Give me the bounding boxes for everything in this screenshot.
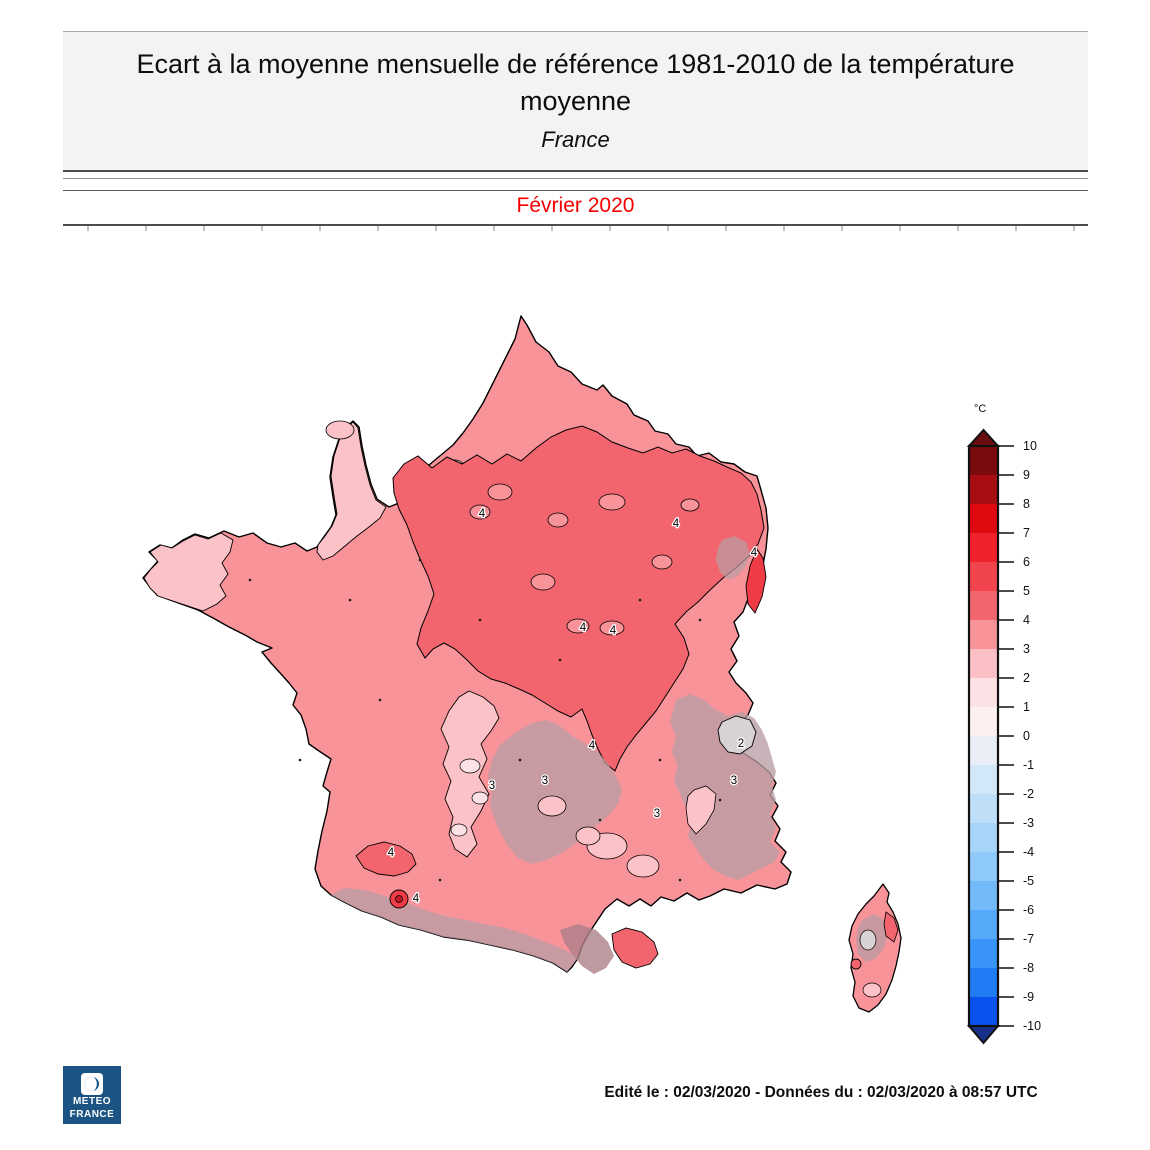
zone-2-3-center [440,690,500,858]
map-region: France [541,127,610,152]
colorbar-tick-label: 5 [1023,584,1030,598]
divider [63,224,1088,226]
ruler-ticks [63,226,1088,231]
colorbar-segment [969,823,998,852]
corsica-red-patch [883,911,899,943]
contour-labels: 4 4 4 4 4 4 4 4 3 3 3 3 2 [387,507,760,907]
colorbar-segment [969,649,998,678]
contour-label: 4 [751,547,758,559]
colorbar-segment [969,678,998,707]
colorbar-segment [969,707,998,736]
sun-moon-icon [85,1077,99,1091]
colorbar-unit: °C [974,403,986,415]
contour-label: 3 [489,780,495,792]
colorbar-tick-label: 3 [1023,642,1030,656]
colorbar-tick-label: -8 [1023,961,1034,975]
contour-label: 4 [580,622,587,634]
france-mainland [142,315,792,974]
colorbar-segment [969,562,998,591]
contour-label: 3 [731,775,737,787]
colorbar-segment [969,852,998,881]
corsica-ring [850,958,862,970]
colorbar-arrow-up [966,428,1001,447]
colorbar-segment [969,533,998,562]
contour-label: 2 [738,738,744,750]
zone-1-2-spots [450,758,489,837]
colorbar-tick-label: 4 [1023,613,1030,627]
meteo-france-logo: METEO FRANCE [63,1066,121,1124]
colorbar-tick-label: 10 [1023,439,1037,453]
corsica-south-spot [862,982,882,998]
period-label: Février 2020 [516,194,635,217]
contour-label: 3 [542,775,548,787]
zone-2-3-south-spots [537,795,660,878]
contour-label: 4 [673,518,680,530]
zone-light-gray-alps [717,715,757,755]
colorbar-tick-label: -5 [1023,874,1034,888]
colorbar-segment [969,504,998,533]
terrain-pyrenees [331,888,578,972]
zone-4-5-roussillon [611,927,659,969]
colorbar-segment [969,939,998,968]
contour-label: 4 [589,740,596,752]
divider [63,190,1088,191]
corsica-light-spot [859,929,877,951]
header-box: Ecart à la moyenne mensuelle de référenc… [63,31,1088,172]
zone-4-5-southwest [355,841,417,877]
terrain-east-pyrenees [560,924,614,974]
colorbar-segment [969,968,998,997]
colorbar-segment [969,591,998,620]
zone-2-3-brittany [143,532,234,612]
contour-label: 4 [479,508,486,520]
colorbar-tick-label: 8 [1023,497,1030,511]
colorbar-tick-label: 7 [1023,526,1030,540]
colorbar-segment [969,620,998,649]
zone-4-5-holes [469,483,700,636]
map-title: Ecart à la moyenne mensuelle de référenc… [136,49,1015,116]
colorbar-tick-label: 0 [1023,729,1030,743]
colorbar-segment [969,997,998,1026]
colorbar-segment [969,910,998,939]
colorbar-tick-label: 9 [1023,468,1030,482]
zone-5-6-alsace [745,548,767,614]
contour-label: 4 [610,625,617,637]
colorbar-arrow-down [966,1025,1001,1045]
colorbar-tick-label: -2 [1023,787,1034,801]
zone-2-3-alps [685,785,717,835]
colorbar-tick-label: -3 [1023,816,1034,830]
colorbar-segment [969,475,998,504]
colorbar-tick-label: -10 [1023,1019,1041,1033]
colorbar-tick-label: -9 [1023,990,1034,1004]
colorbar-segment [969,881,998,910]
colorbar-tick-label: -7 [1023,932,1034,946]
zone-5-core-spot [395,895,403,903]
station-dots [248,558,722,882]
contour-label: 4 [413,893,420,905]
divider [63,178,1088,179]
colorbar-tick-label: 2 [1023,671,1030,685]
logo-line1: METEO [72,1096,112,1107]
colorbar-tick-label: 1 [1023,700,1030,714]
colorbar-segment [969,794,998,823]
colorbar-segment [969,736,998,765]
zone-2-3-normandy [316,421,387,561]
terrain-vosges [716,536,750,580]
zone-2-3-spot [325,420,355,440]
colorbar-tick-label: 6 [1023,555,1030,569]
contour-label: 3 [654,808,660,820]
colorbar-segment [969,765,998,794]
colorbar-segment [969,446,998,475]
meteo-france-icon [81,1073,103,1095]
colorbar-tick-label: -4 [1023,845,1034,859]
contour-label: 4 [388,847,395,859]
colorbar-tick-label: -6 [1023,903,1034,917]
logo-line2: FRANCE [69,1109,115,1120]
colorbar-tick-label: -1 [1023,758,1034,772]
edition-info: Edité le : 02/03/2020 - Données du : 02/… [604,1084,1038,1101]
corsica [848,883,902,1013]
